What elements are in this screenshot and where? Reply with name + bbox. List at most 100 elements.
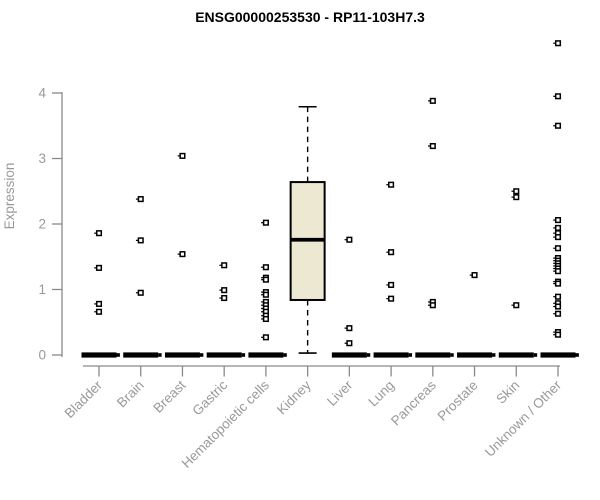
- expression-point: [554, 331, 562, 338]
- expression-point: [221, 262, 228, 269]
- expression-point: [429, 97, 436, 104]
- expression-point: [346, 325, 353, 332]
- expression-point: [554, 93, 562, 100]
- x-tick-label: Kidney: [274, 377, 314, 417]
- zero-point-nub: [450, 353, 454, 357]
- zero-point-nub: [158, 353, 162, 357]
- zero-point-nub: [241, 353, 246, 357]
- expression-point: [262, 291, 269, 298]
- expression-point: [221, 294, 228, 302]
- zero-point-nub: [199, 353, 204, 357]
- zero-median-bar: [373, 352, 409, 358]
- expression-point: [388, 249, 395, 256]
- expression-point: [554, 245, 562, 252]
- expression-point: [513, 302, 520, 309]
- expression-point: [429, 143, 436, 150]
- expression-point: [262, 276, 269, 283]
- expression-point: [554, 310, 562, 317]
- zero-median-bar: [331, 352, 367, 358]
- zero-point-nub: [408, 353, 412, 357]
- zero-median-bar: [498, 352, 534, 358]
- zero-median-bar: [415, 352, 451, 358]
- chart-title: ENSG00000253530 - RP11-103H7.3: [195, 9, 425, 25]
- y-tick-label: 4: [38, 86, 46, 101]
- expression-point: [554, 40, 562, 47]
- category-bladder: [81, 230, 120, 358]
- category-gastric: [206, 262, 246, 358]
- category-hematopoietic-cells: [248, 219, 287, 358]
- x-tick-label: Brain: [114, 378, 147, 411]
- category-prostate: [457, 272, 496, 358]
- y-tick-label: 3: [38, 151, 46, 166]
- zero-median-bar: [123, 352, 159, 358]
- expression-point: [95, 300, 103, 307]
- x-tick-label: Lung: [365, 378, 397, 410]
- y-tick-label: 1: [38, 282, 46, 297]
- y-tick-label: 0: [38, 348, 46, 363]
- expression-point: [388, 295, 395, 302]
- expression-point: [262, 264, 269, 271]
- x-tick-label: Skin: [493, 378, 522, 407]
- category-kidney: [289, 105, 326, 354]
- y-tick-label: 2: [38, 217, 46, 232]
- zero-median-bar: [81, 352, 117, 358]
- expression-point: [95, 264, 103, 271]
- expression-point: [137, 237, 144, 244]
- zero-median-bar: [164, 352, 200, 358]
- expression-point: [554, 293, 562, 300]
- zero-point-nub: [366, 353, 371, 357]
- expression-point: [554, 280, 562, 287]
- category-liver: [331, 236, 371, 358]
- expression-point: [554, 224, 562, 231]
- y-axis-label: Expression: [2, 163, 17, 230]
- zero-median-bar: [540, 352, 576, 358]
- expression-point: [471, 272, 478, 279]
- expression-point: [137, 196, 144, 203]
- category-brain: [123, 196, 162, 358]
- x-tick-label: Breast: [150, 377, 188, 415]
- expression-point: [221, 287, 228, 294]
- expression-point: [95, 308, 103, 315]
- x-tick-label: Prostate: [435, 378, 481, 424]
- expression-point: [388, 281, 395, 288]
- zero-median-bar: [248, 352, 284, 358]
- expression-point: [513, 188, 520, 195]
- expression-point: [179, 251, 186, 258]
- expression-point: [95, 230, 103, 237]
- x-tick-label: Liver: [324, 377, 356, 409]
- zero-point-nub: [575, 353, 579, 357]
- expression-point: [346, 236, 353, 243]
- expression-point: [554, 122, 562, 129]
- category-skin: [498, 188, 538, 358]
- category-breast: [164, 152, 204, 358]
- expression-point: [262, 219, 269, 226]
- x-tick-label: Bladder: [62, 377, 106, 421]
- zero-point-nub: [492, 353, 496, 357]
- zero-point-nub: [533, 353, 538, 357]
- expression-point: [388, 181, 395, 188]
- expression-point: [513, 194, 520, 201]
- expression-point: [262, 315, 269, 323]
- zero-point-nub: [283, 353, 287, 357]
- expression-point: [137, 289, 144, 296]
- x-tick-label: Unknown / Other: [482, 377, 565, 460]
- expression-point: [262, 334, 269, 341]
- expression-point: [554, 234, 562, 241]
- expression-point: [179, 152, 186, 159]
- zero-median-bar: [457, 352, 493, 358]
- expression-point: [554, 303, 562, 310]
- x-tick-label: Gastric: [189, 377, 230, 418]
- category-lung: [373, 181, 412, 358]
- expression-point: [429, 302, 436, 309]
- expression-point: [346, 340, 353, 347]
- expression-point: [554, 217, 562, 224]
- category-unknown-other: [540, 40, 579, 358]
- expression-point: [554, 268, 562, 275]
- zero-median-bar: [206, 352, 242, 358]
- x-tick-label: Pancreas: [388, 377, 439, 428]
- zero-point-nub: [116, 353, 120, 357]
- category-pancreas: [415, 97, 454, 358]
